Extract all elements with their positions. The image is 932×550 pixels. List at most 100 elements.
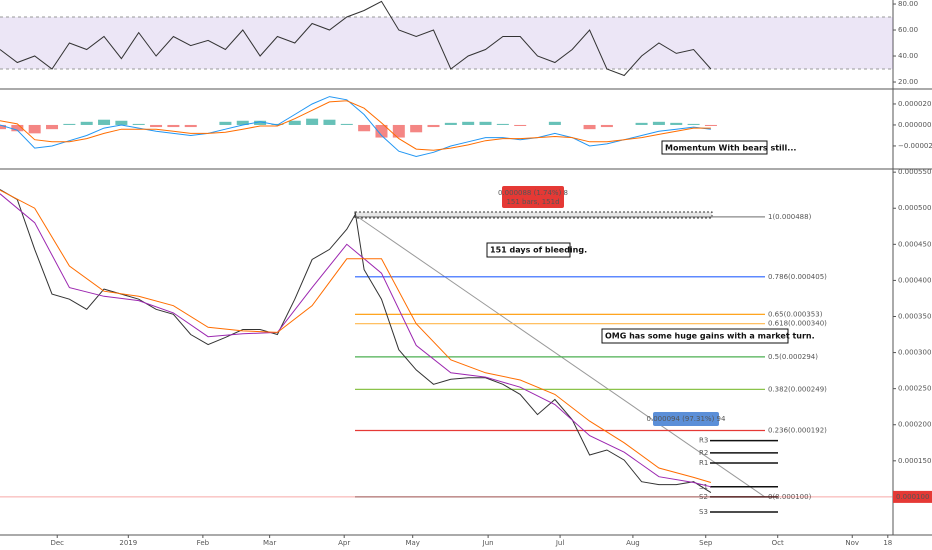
fib-label: 0.5(0.000294) (768, 353, 818, 361)
annotation: Momentum With bears still... (665, 144, 796, 153)
x-tick-label: Sep (699, 539, 713, 547)
y-tick-label: 0.000500 (898, 204, 931, 212)
pivot-label: R1 (699, 459, 708, 467)
y-tick-label: 0.000000 (898, 121, 931, 129)
y-tick-label: 0.000550 (898, 168, 931, 176)
fib-label: 0.65(0.000353) (768, 310, 823, 318)
x-tick-label: Nov (845, 539, 859, 547)
measure-tag (502, 186, 564, 208)
histogram-bar (358, 124, 371, 132)
histogram-bar (236, 120, 249, 125)
y-tick-label: 0.000350 (898, 312, 931, 320)
histogram-bar (444, 122, 457, 125)
histogram-bar (63, 123, 76, 125)
series-line (0, 189, 712, 483)
y-tick-label: 60.00 (898, 26, 918, 34)
x-tick-label: Feb (197, 539, 210, 547)
x-tick-label: 18 (883, 539, 892, 547)
histogram-bar (184, 124, 197, 128)
fib-label: 0.236(0.000192) (768, 427, 827, 435)
x-tick-label: Aug (626, 539, 640, 547)
y-tick-label: 0.000300 (898, 349, 931, 357)
histogram-bar (150, 124, 163, 128)
histogram-bar (583, 124, 596, 130)
x-tick-label: May (405, 539, 419, 547)
histogram-bar (635, 122, 648, 125)
histogram-bar (670, 122, 683, 125)
histogram-bar (11, 124, 24, 132)
fib-label: 0.786(0.000405) (768, 273, 827, 281)
x-tick-label: 2019 (119, 539, 137, 547)
y-tick-label: 80.00 (898, 0, 918, 8)
histogram-bar (167, 124, 180, 128)
histogram-bar (80, 121, 93, 125)
histogram-bar (132, 123, 145, 125)
histogram-bar (323, 119, 336, 125)
histogram-bar (652, 121, 665, 125)
annotation-box (601, 328, 789, 344)
histogram-bar (340, 123, 353, 125)
x-tick-label: Mar (263, 539, 276, 547)
y-tick-label: 0.000150 (898, 457, 931, 465)
pivot-label: R2 (699, 449, 708, 457)
fib-label: 0.618(0.000340) (768, 320, 827, 328)
series-line (0, 100, 711, 151)
x-tick-label: Oct (772, 539, 784, 547)
histogram-bar (514, 124, 527, 127)
histogram-bar (98, 119, 111, 125)
rsi-band (0, 17, 893, 70)
y-tick-label: 0.000250 (898, 385, 931, 393)
histogram-bar (28, 124, 41, 134)
histogram-bar (306, 118, 319, 125)
histogram-bar (687, 123, 700, 125)
histogram-bar (548, 121, 561, 125)
histogram-bar (704, 124, 717, 127)
x-tick-label: Jun (482, 539, 494, 547)
histogram-bar (410, 124, 423, 133)
fib-label: 1(0.000488) (768, 213, 812, 221)
fib-label: 0.382(0.000249) (768, 385, 827, 393)
pivot-label: S1 (699, 483, 708, 491)
histogram-bar (219, 121, 232, 125)
last-price-label: 0.000100 (896, 493, 929, 501)
histogram-bar (254, 120, 267, 125)
last-price-tag (893, 490, 932, 503)
y-tick-label: 0.000400 (898, 276, 931, 284)
measure-box (354, 211, 713, 219)
histogram-bar (600, 124, 613, 128)
annotation-box (661, 140, 768, 155)
y-tick-label: 20.00 (898, 78, 918, 86)
series-line (0, 0, 712, 77)
histogram-bar (115, 120, 128, 125)
pivot-label: S3 (699, 508, 708, 516)
measure-label: 0.000088 (1.74%) 8 (498, 189, 568, 197)
measure-label: 151 bars, 151d (506, 198, 559, 206)
trend-line (354, 214, 766, 498)
histogram-bar (375, 124, 388, 138)
annotation-box (486, 242, 571, 258)
measure-label: 0.000094 (97.31%) 94 (647, 415, 726, 423)
annotation: OMG has some huge gains with a market tu… (605, 332, 815, 341)
histogram-bar (288, 120, 301, 125)
annotation: 151 days of bleeding. (490, 246, 587, 255)
x-tick-label: Apr (338, 539, 350, 547)
x-tick-label: Dec (50, 539, 64, 547)
histogram-bar (46, 124, 59, 130)
pivot-label: R3 (699, 437, 708, 445)
x-tick-label: Jul (555, 539, 565, 547)
series-line (0, 96, 711, 158)
y-tick-label: −0.000020 (898, 142, 932, 150)
y-tick-label: 0.000200 (898, 421, 931, 429)
y-tick-label: 40.00 (898, 52, 918, 60)
histogram-bar (496, 123, 509, 125)
histogram-bar (392, 124, 405, 138)
measure-tag (653, 412, 719, 426)
y-tick-label: 0.000020 (898, 100, 931, 108)
y-tick-label: 0.000450 (898, 240, 931, 248)
histogram-bar (0, 124, 6, 130)
histogram-bar (462, 121, 475, 125)
histogram-bar (479, 121, 492, 125)
histogram-bar (427, 124, 440, 128)
